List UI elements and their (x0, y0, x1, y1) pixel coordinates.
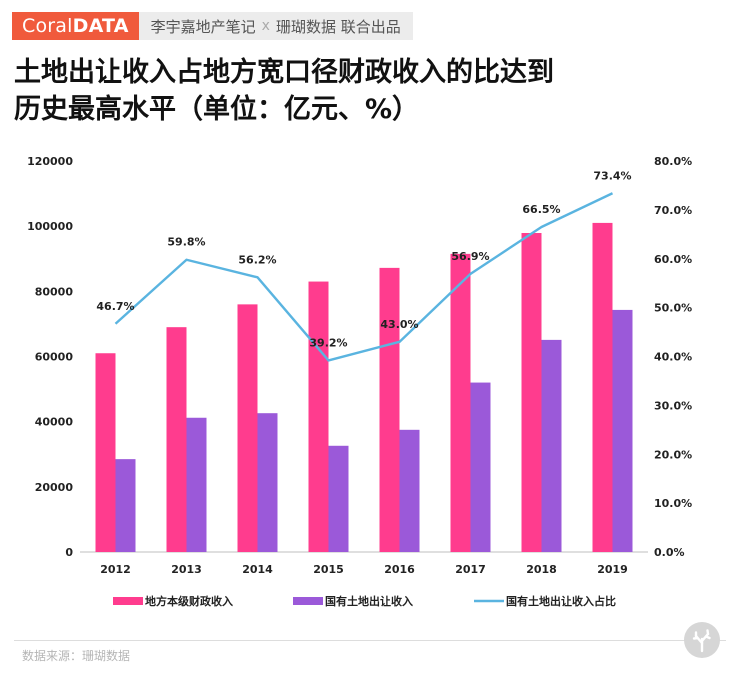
x-tick-label: 2013 (171, 563, 202, 576)
y-right-tick-label: 70.0% (654, 204, 692, 217)
ratio-data-label: 66.5% (522, 203, 560, 216)
chart-title: 土地出让收入占地方宽口径财政收入的比达到 历史最高水平（单位：亿元、%） (14, 54, 724, 128)
land-revenue-bar (328, 445, 349, 552)
legend-label: 国有土地出让收入占比 (506, 594, 616, 608)
land-revenue-bar (399, 429, 420, 552)
x-tick-label: 2012 (100, 563, 131, 576)
fiscal-revenue-bar (592, 222, 613, 553)
ratio-data-label: 59.8% (167, 236, 205, 249)
fiscal-revenue-bar (95, 353, 116, 552)
coral-logo-icon (684, 622, 720, 658)
fiscal-revenue-bar (237, 304, 258, 552)
y-left-tick-label: 80000 (35, 285, 74, 298)
y-right-tick-label: 80.0% (654, 155, 692, 168)
ratio-data-label: 56.9% (451, 250, 489, 263)
brand-logo: Coral DATA (12, 12, 139, 40)
land-revenue-bar (612, 309, 633, 552)
source-note: 数据来源：珊瑚数据 (22, 649, 131, 663)
chart-title-line-1: 土地出让收入占地方宽口径财政收入的比达到 (14, 57, 554, 88)
x-tick-label: 2018 (526, 563, 557, 576)
ratio-data-label: 56.2% (238, 253, 276, 266)
legend-swatch-land (293, 597, 323, 605)
x-tick-label: 2019 (597, 563, 628, 576)
fiscal-revenue-bar (379, 267, 400, 552)
x-tick-label: 2015 (313, 563, 344, 576)
y-right-tick-label: 20.0% (654, 448, 692, 461)
land-revenue-bar (257, 413, 278, 552)
credit-box: 李宇嘉地产笔记 x 珊瑚数据 联合出品 (138, 12, 413, 40)
fiscal-revenue-bar (521, 233, 542, 553)
ratio-data-label: 43.0% (380, 318, 418, 331)
legend-label: 国有土地出让收入 (325, 594, 413, 608)
ratio-data-label: 73.4% (593, 169, 631, 182)
fiscal-revenue-bar (308, 281, 329, 552)
y-right-tick-label: 0.0% (654, 546, 685, 559)
x-tick-label: 2016 (384, 563, 415, 576)
y-right-tick-label: 60.0% (654, 253, 692, 266)
author-name: 李宇嘉地产笔记 (150, 17, 256, 36)
partner-name: 珊瑚数据 联合出品 (275, 17, 401, 36)
land-revenue-bar (115, 459, 136, 552)
x-tick-label: 2014 (242, 563, 273, 576)
x-tick-label: 2017 (455, 563, 486, 576)
credit-separator: x (261, 18, 270, 34)
ratio-data-label: 46.7% (96, 300, 134, 313)
legend-label: 地方本级财政收入 (145, 594, 233, 608)
fiscal-revenue-bar (166, 327, 187, 552)
y-right-tick-label: 40.0% (654, 351, 692, 364)
y-left-tick-label: 120000 (27, 155, 73, 168)
header-bar: Coral DATA 李宇嘉地产笔记 x 珊瑚数据 联合出品 (12, 12, 413, 40)
y-right-tick-label: 50.0% (654, 302, 692, 315)
y-left-tick-label: 40000 (35, 416, 74, 429)
chart-title-line-2: 历史最高水平（单位：亿元、%） (14, 94, 420, 125)
y-right-tick-label: 10.0% (654, 497, 692, 510)
y-left-tick-label: 20000 (35, 481, 74, 494)
land-revenue-bar (470, 382, 491, 552)
y-left-tick-label: 60000 (35, 351, 74, 364)
land-revenue-bar (541, 339, 562, 552)
y-left-tick-label: 0 (65, 546, 73, 559)
ratio-data-label: 39.2% (309, 336, 347, 349)
brand-name-bold: DATA (72, 15, 129, 37)
brand-name-thin: Coral (22, 15, 73, 37)
legend-swatch-fiscal (113, 597, 143, 605)
land-revenue-bar (186, 417, 207, 552)
ratio-line (114, 192, 614, 362)
y-right-tick-label: 30.0% (654, 399, 692, 412)
coral-branch-icon (692, 629, 711, 653)
y-left-tick-label: 100000 (27, 220, 73, 233)
footer-divider (14, 640, 726, 641)
fiscal-revenue-bar (450, 253, 471, 553)
